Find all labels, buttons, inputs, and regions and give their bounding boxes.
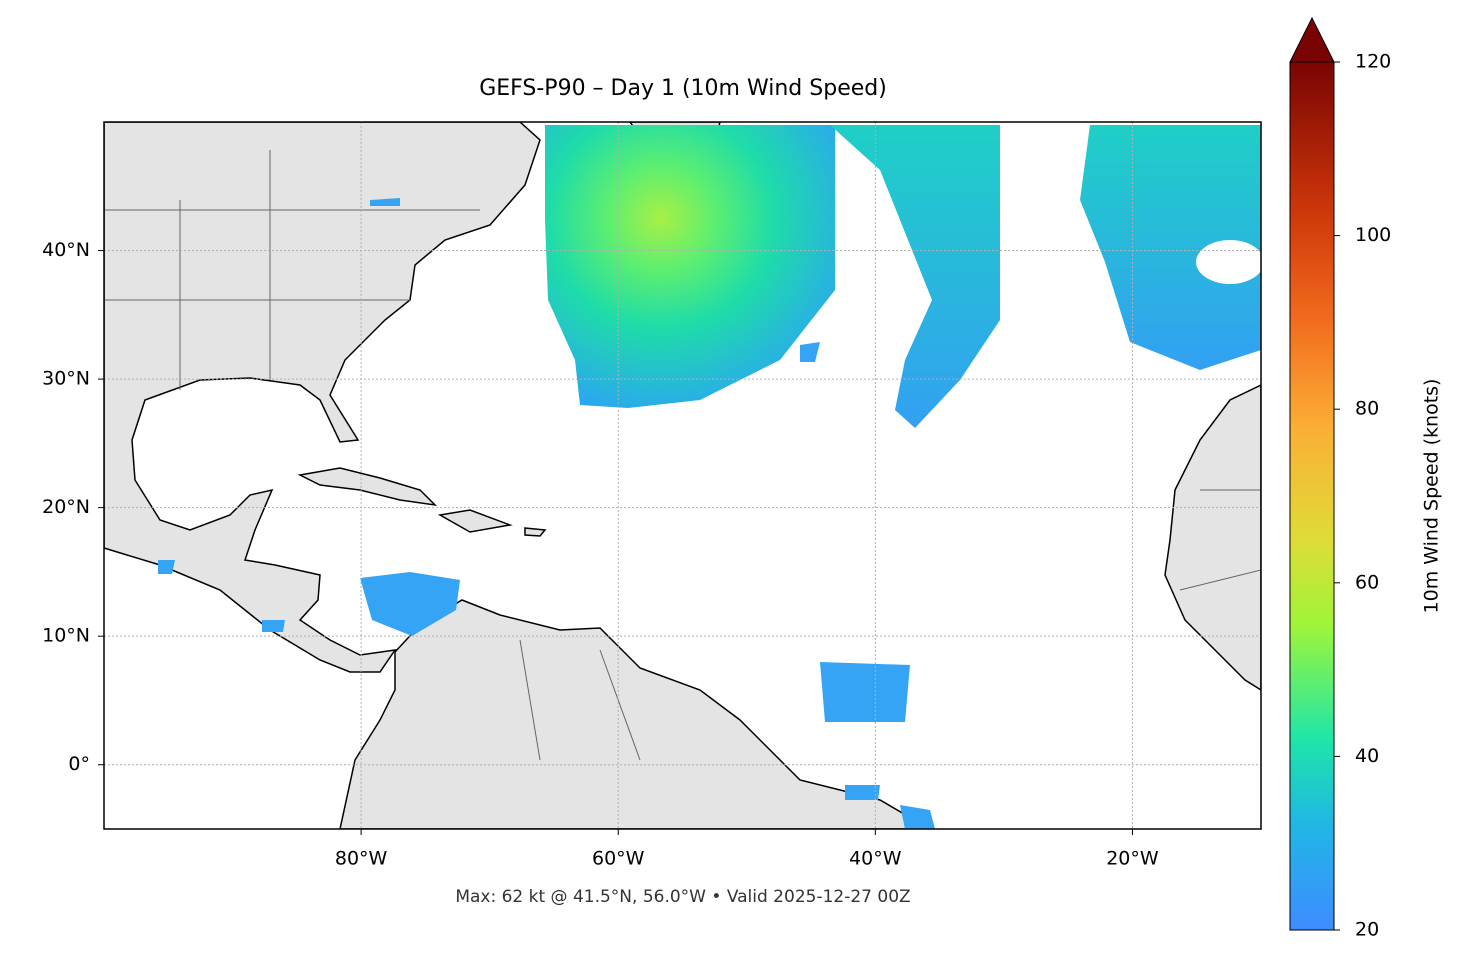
map [104, 122, 1261, 829]
land [297, 467, 547, 537]
y-tick-label: 30°N [42, 368, 90, 390]
land [339, 599, 932, 829]
colorbar-tick-label: 80 [1355, 398, 1379, 420]
colorbar-tick-label: 60 [1355, 571, 1379, 593]
colorbar [1289, 61, 1335, 931]
colorbar-tick-label: 40 [1355, 745, 1379, 767]
colorbar-tick-label: 100 [1355, 224, 1391, 246]
wind-gap [1196, 240, 1261, 284]
x-tick-label: 20°W [1106, 848, 1159, 870]
wind-field [1080, 125, 1261, 370]
colorbar-tick-label: 120 [1355, 51, 1391, 73]
y-tick-label: 0° [68, 753, 90, 775]
border [104, 150, 1261, 761]
y-tick-label: 20°N [42, 496, 90, 518]
footer-note: Max: 62 kt @ 41.5°N, 56.0°W • Valid 2025… [455, 887, 910, 907]
y-tick-label: 40°N [42, 239, 90, 261]
x-tick-label: 40°W [849, 848, 902, 870]
wind-field [830, 125, 1000, 428]
x-tick-label: 60°W [592, 848, 645, 870]
y-tick-label: 10°N [42, 625, 90, 647]
x-tick-label: 80°W [335, 848, 388, 870]
chart-title: GEFS-P90 – Day 1 (10m Wind Speed) [479, 76, 887, 101]
land [104, 122, 541, 673]
colorbar-label: 10m Wind Speed (knots) [1421, 379, 1443, 614]
wind-field [545, 125, 835, 408]
map-frame [103, 121, 1262, 830]
colorbar-tick-label: 20 [1355, 919, 1379, 941]
land [1164, 384, 1261, 691]
colorbar-extend [1289, 16, 1335, 63]
